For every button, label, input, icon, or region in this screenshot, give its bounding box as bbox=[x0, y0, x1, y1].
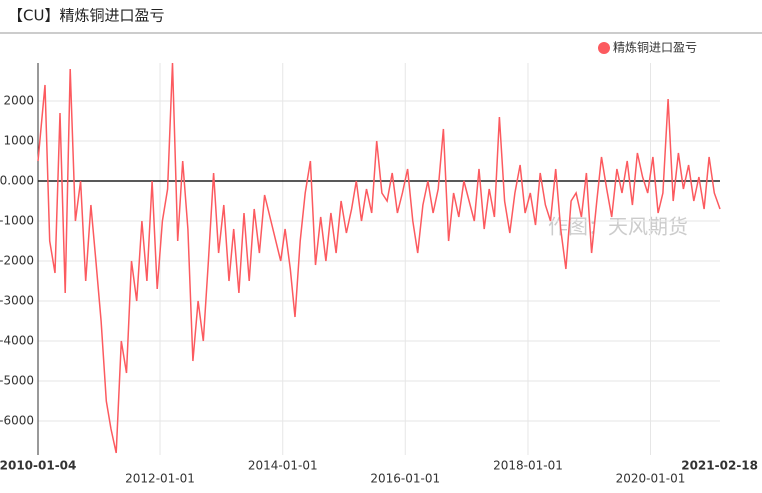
legend-label: 精炼铜进口盈亏 bbox=[613, 40, 697, 55]
x-tick-label: 2010-01-04 bbox=[0, 459, 76, 473]
x-tick-label: 2020-01-01 bbox=[616, 472, 686, 486]
x-tick-label: 2016-01-01 bbox=[370, 472, 440, 486]
y-tick-label: -5000 bbox=[0, 374, 34, 388]
x-tick-label: 2018-01-01 bbox=[493, 459, 563, 473]
y-tick-label: 1000 bbox=[3, 134, 34, 148]
y-tick-label: -2000 bbox=[0, 254, 34, 268]
y-tick-label: 2000 bbox=[3, 94, 34, 108]
y-tick-label: -4000 bbox=[0, 334, 34, 348]
x-tick-label: 2021-02-18 bbox=[681, 459, 758, 473]
y-tick-label: 0.000 bbox=[0, 174, 34, 188]
y-tick-label: -1000 bbox=[0, 214, 34, 228]
series-line bbox=[37, 62, 721, 454]
watermark: 作图：天风期货 bbox=[548, 215, 688, 239]
x-tick-label: 2014-01-01 bbox=[248, 459, 318, 473]
x-tick-label: 2012-01-01 bbox=[125, 472, 195, 486]
y-tick-label: -3000 bbox=[0, 294, 34, 308]
chart-title: 【CU】精炼铜进口盈亏 bbox=[8, 7, 164, 25]
legend-marker bbox=[598, 42, 610, 54]
y-tick-label: -6000 bbox=[0, 414, 34, 428]
